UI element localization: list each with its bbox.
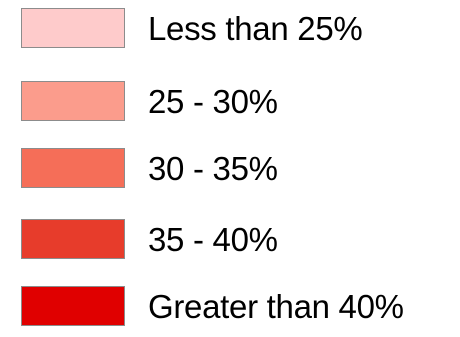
legend-swatch [21, 148, 125, 188]
legend-label: 35 - 40% [148, 220, 278, 258]
legend-label: Greater than 40% [148, 287, 404, 325]
legend-item-35-40: 35 - 40% [21, 218, 278, 260]
legend-label: Less than 25% [148, 9, 363, 47]
legend-item-less-than-25: Less than 25% [21, 7, 363, 49]
legend-swatch [21, 219, 125, 259]
legend-swatch [21, 81, 125, 121]
legend-item-25-30: 25 - 30% [21, 80, 278, 122]
legend-item-30-35: 30 - 35% [21, 147, 278, 189]
legend-label: 30 - 35% [148, 149, 278, 187]
legend-swatch [21, 8, 125, 48]
legend-swatch [21, 286, 125, 326]
legend-item-greater-than-40: Greater than 40% [21, 285, 404, 327]
legend-label: 25 - 30% [148, 82, 278, 120]
